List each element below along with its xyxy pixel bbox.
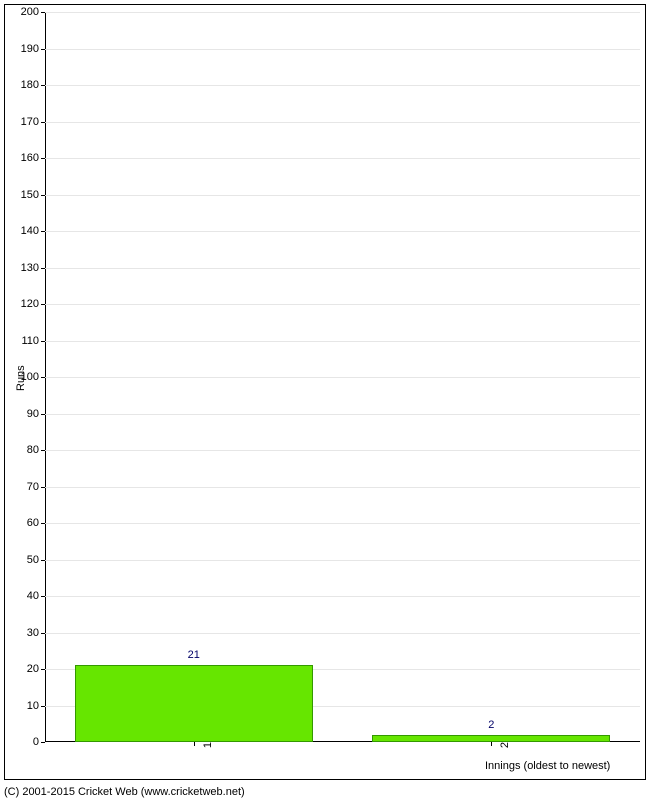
y-tick-label: 60 [27, 517, 45, 529]
bar [75, 665, 313, 742]
gridline [45, 633, 640, 634]
y-tick-label: 50 [27, 554, 45, 566]
y-tick-label: 20 [27, 663, 45, 675]
gridline [45, 596, 640, 597]
x-tick-label: 1 [196, 742, 214, 748]
y-tick-label: 140 [21, 225, 45, 237]
bar-value-label: 21 [188, 649, 200, 661]
gridline [45, 487, 640, 488]
y-tick-label: 150 [21, 189, 45, 201]
gridline [45, 560, 640, 561]
y-tick-label: 120 [21, 298, 45, 310]
y-tick-label: 90 [27, 408, 45, 420]
copyright-text: (C) 2001-2015 Cricket Web (www.cricketwe… [0, 784, 249, 800]
y-axis-title: Runs [15, 365, 27, 391]
bar [372, 735, 610, 742]
y-tick-label: 200 [21, 6, 45, 18]
gridline [45, 122, 640, 123]
gridline [45, 414, 640, 415]
y-tick-label: 30 [27, 627, 45, 639]
y-tick-label: 40 [27, 590, 45, 602]
gridline [45, 341, 640, 342]
gridline [45, 450, 640, 451]
x-axis-title: Innings (oldest to newest) [485, 760, 610, 772]
gridline [45, 12, 640, 13]
chart-frame: 0102030405060708090100110120130140150160… [0, 0, 650, 800]
y-tick-label: 190 [21, 43, 45, 55]
y-tick-label: 10 [27, 700, 45, 712]
y-tick-label: 160 [21, 152, 45, 164]
gridline [45, 304, 640, 305]
y-tick-label: 0 [33, 736, 45, 748]
y-tick-label: 130 [21, 262, 45, 274]
plot-area: 0102030405060708090100110120130140150160… [45, 12, 640, 742]
y-tick-label: 180 [21, 79, 45, 91]
gridline [45, 523, 640, 524]
bar-value-label: 2 [488, 719, 494, 731]
x-tick-mark [194, 742, 195, 746]
gridline [45, 158, 640, 159]
gridline [45, 49, 640, 50]
y-tick-label: 70 [27, 481, 45, 493]
y-tick-label: 110 [21, 335, 45, 347]
y-tick-label: 80 [27, 444, 45, 456]
gridline [45, 377, 640, 378]
y-tick-label: 170 [21, 116, 45, 128]
gridline [45, 85, 640, 86]
gridline [45, 195, 640, 196]
gridline [45, 231, 640, 232]
gridline [45, 268, 640, 269]
x-tick-label: 2 [493, 742, 511, 748]
